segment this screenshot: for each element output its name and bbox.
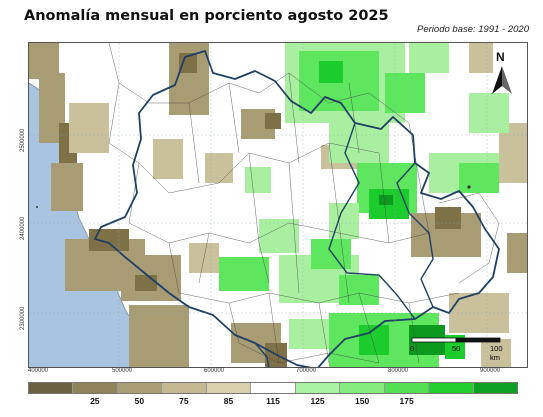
legend-label: 25 — [90, 396, 100, 406]
legend-swatch — [162, 383, 207, 393]
legend-swatch — [251, 383, 296, 393]
legend-swatch — [384, 383, 430, 393]
legend-label: 150 — [354, 396, 370, 406]
y-tick-label: 2500000 — [20, 128, 26, 152]
x-tick-label: 400000 — [28, 368, 49, 374]
x-tick-label: 500000 — [112, 368, 133, 374]
legend-swatch — [429, 383, 474, 393]
x-tick-label: 900000 — [480, 368, 501, 374]
legend-label: 50 — [134, 396, 145, 406]
legend-label: 175 — [399, 396, 414, 406]
x-tick-label: 600000 — [204, 368, 225, 374]
north-label: N — [496, 50, 505, 64]
y-tick-label: 2300000 — [20, 306, 26, 330]
legend-swatch — [473, 383, 517, 393]
scale-bar: 0 50 100 km — [410, 336, 510, 362]
color-legend — [28, 382, 518, 394]
map-canvas — [29, 43, 527, 367]
scale-label: 0 — [410, 344, 415, 353]
location-marker — [467, 185, 471, 189]
legend-label: 115 — [266, 396, 280, 406]
legend-swatch — [29, 383, 74, 393]
graticule — [29, 43, 527, 367]
north-arrow-icon — [492, 66, 512, 94]
legend-label: 85 — [223, 396, 234, 406]
legend-swatch — [206, 383, 252, 393]
x-tick-label: 800000 — [388, 368, 409, 374]
legend-swatch — [117, 383, 163, 393]
state-border — [94, 50, 500, 367]
dry-anomaly-cells — [29, 43, 527, 367]
anomaly-map[interactable] — [28, 42, 528, 368]
map-title: Anomalía mensual en porciento agosto 202… — [24, 8, 389, 24]
inner-state-border — [254, 342, 270, 367]
x-tick-label: 700000 — [296, 368, 317, 374]
legend-label: 125 — [310, 396, 325, 406]
y-tick-label: 2400000 — [20, 216, 26, 240]
legend-swatch — [73, 383, 118, 393]
location-marker — [36, 206, 38, 208]
inner-state-border — [328, 122, 416, 320]
legend-swatch — [295, 383, 341, 393]
inner-state-border — [396, 162, 434, 308]
legend-label: 75 — [179, 396, 189, 406]
base-period-label: Periodo base: 1991 - 2020 — [417, 24, 529, 35]
north-arrow: N — [488, 50, 516, 98]
scale-label: 100 km — [490, 344, 503, 362]
legend-swatch — [340, 383, 385, 393]
scale-label: 50 — [452, 344, 461, 353]
legend-labels: 25 50 75 85 115 125 150 175 — [28, 396, 518, 410]
